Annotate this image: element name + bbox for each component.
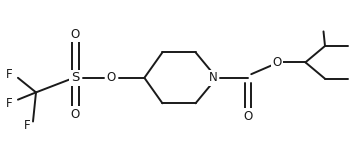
Text: F: F [24, 119, 30, 132]
Text: O: O [71, 108, 80, 121]
Text: O: O [243, 110, 253, 123]
Text: O: O [107, 71, 116, 84]
Text: O: O [71, 28, 80, 41]
Text: F: F [6, 97, 12, 110]
Text: F: F [6, 68, 12, 81]
Text: S: S [71, 71, 79, 84]
Text: N: N [209, 71, 218, 84]
Text: O: O [272, 56, 281, 69]
